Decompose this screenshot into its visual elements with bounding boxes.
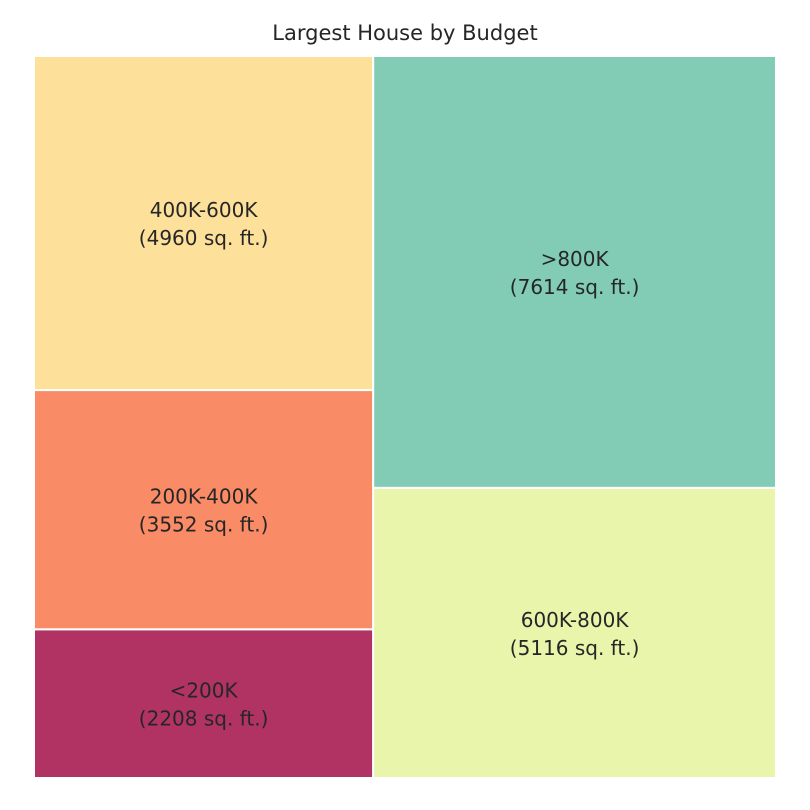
treemap-tile — [372, 55, 777, 489]
tile-value-label: (5116 sq. ft.) — [510, 636, 640, 660]
tile-category-label: >800K — [541, 247, 610, 271]
treemap-tiles: <200K (2208 sq. ft.) 200K-400K (3552 sq. ft… — [33, 55, 777, 779]
tile-category-label: 600K-800K — [521, 608, 630, 632]
treemap-tile — [33, 55, 375, 392]
tile-value-label: (3552 sq. ft.) — [139, 513, 269, 537]
treemap-tile — [33, 628, 375, 779]
tile-category-label: 200K-400K — [150, 485, 259, 509]
treemap-tile — [372, 486, 777, 779]
chart-title: Largest House by Budget — [272, 21, 537, 45]
tile-value-label: (4960 sq. ft.) — [139, 226, 269, 250]
treemap-tile — [33, 389, 375, 631]
tile-value-label: (7614 sq. ft.) — [510, 275, 640, 299]
tile-category-label: 400K-600K — [150, 198, 259, 222]
tile-category-label: <200K — [170, 679, 239, 703]
tile-value-label: (2208 sq. ft.) — [139, 707, 269, 731]
